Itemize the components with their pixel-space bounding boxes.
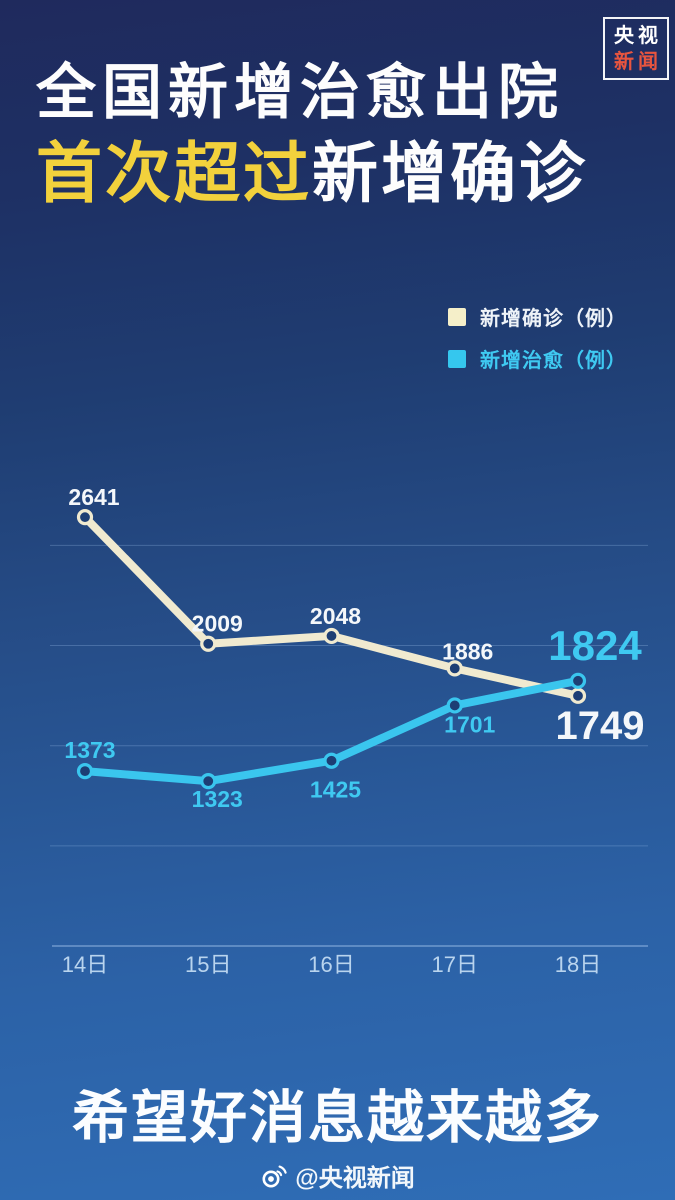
data-point-label: 1824 [548, 622, 642, 669]
legend-row-cured: 新增治愈（例） [448, 344, 627, 373]
data-point-marker [76, 763, 94, 780]
data-point-marker [200, 773, 217, 790]
title-highlight: 首次超过 [36, 136, 312, 210]
legend-label-cured: 新增治愈（例） [480, 350, 627, 372]
title-line1: 全国新增治愈出院 [36, 59, 564, 126]
data-point-marker [200, 635, 217, 652]
data-point-marker [569, 672, 587, 689]
data-point-label: 1701 [444, 711, 495, 737]
data-point-marker [446, 660, 463, 677]
data-point-label: 1425 [310, 777, 361, 803]
x-axis-label: 14日 [62, 952, 108, 977]
legend-label-confirmed: 新增确诊（例） [480, 308, 627, 330]
title-line2-rest: 新增确诊 [312, 136, 588, 210]
data-point-label: 1323 [192, 786, 243, 812]
slogan-text: 希望好消息越来越多 [72, 1086, 603, 1150]
logo-line2: 新闻 [614, 51, 662, 73]
x-axis-label: 18日 [555, 952, 601, 977]
data-point-label: 2009 [192, 611, 243, 637]
data-point-label: 1886 [442, 638, 493, 664]
data-point-marker [323, 627, 340, 645]
credit-handle: @央视新闻 [295, 1165, 415, 1192]
legend-swatch-cured [448, 349, 466, 368]
data-point-marker [76, 509, 94, 526]
page-title: 全国新增治愈出院 首次超过新增确诊 [36, 60, 588, 209]
title-line2: 首次超过新增确诊 [36, 136, 588, 210]
x-axis-label: 15日 [185, 952, 231, 977]
x-axis-label: 16日 [308, 952, 354, 977]
logo-line1: 央视 [614, 25, 662, 47]
legend-row-confirmed: 新增确诊（例） [448, 302, 627, 331]
data-point-marker [323, 752, 340, 769]
data-point-label: 2641 [68, 484, 119, 510]
weibo-icon [262, 1165, 287, 1187]
data-point-marker [569, 687, 587, 704]
data-point-label: 1373 [64, 737, 115, 763]
data-point-label: 2048 [310, 603, 361, 629]
x-axis-label: 17日 [432, 952, 478, 977]
credit-line: @央视新闻 [0, 1158, 675, 1193]
chart-legend: 新增确诊（例） 新增治愈（例） [448, 302, 627, 373]
legend-swatch-confirmed [448, 307, 466, 326]
data-point-marker [446, 697, 463, 714]
cctv-news-logo: 央视 新闻 [603, 17, 669, 80]
data-point-label: 1749 [556, 704, 645, 748]
